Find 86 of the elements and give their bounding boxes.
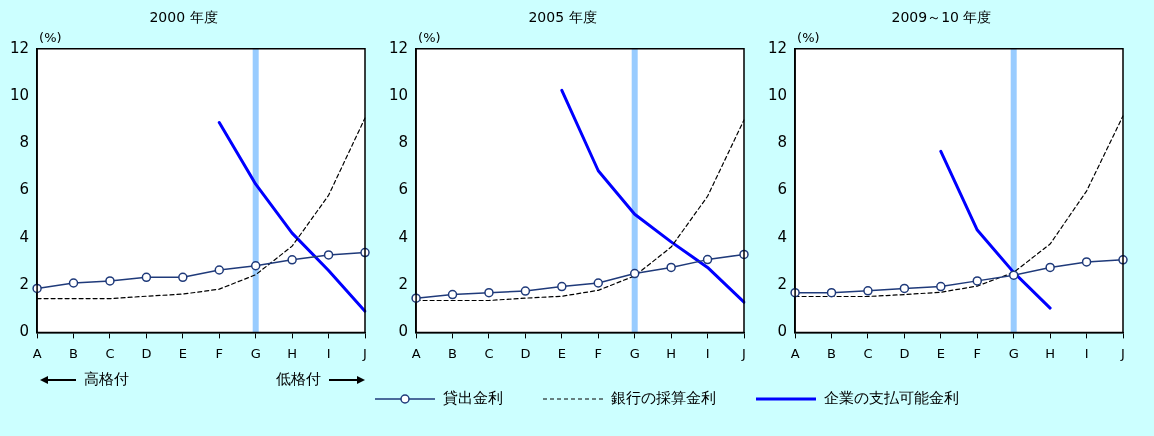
x-tick-label: C	[105, 345, 115, 361]
point	[447, 289, 458, 300]
x-tick-label: G	[250, 345, 261, 361]
x-tick-label: A	[32, 345, 42, 361]
point	[250, 261, 261, 271]
x-tick-label: J	[362, 345, 367, 361]
x-tick-label: D	[520, 345, 531, 361]
x-tick-label: E	[178, 345, 187, 361]
point	[899, 283, 910, 294]
y-tick-label: 6	[398, 180, 409, 199]
y-axis-title: (%)	[418, 29, 441, 45]
y-tick-label: 8	[19, 133, 30, 152]
y-tick-label: 2	[19, 275, 30, 294]
y-tick-label: 12	[388, 38, 409, 57]
x-tick-label: F	[973, 345, 981, 361]
text: 高格付	[84, 370, 129, 389]
y-tick-label: 4	[19, 227, 30, 246]
x-tick-label: A	[790, 345, 800, 361]
y-tick-label: 8	[777, 133, 788, 152]
x-tick-label: E	[936, 345, 945, 361]
y-axis-title: (%)	[39, 29, 62, 45]
point	[484, 287, 494, 298]
point	[972, 276, 983, 286]
y-tick-label: 10	[388, 85, 409, 104]
y-tick-label: 0	[19, 322, 30, 341]
x-tick-label: F	[215, 345, 223, 361]
point	[1081, 257, 1092, 267]
x-tick-label: A	[411, 345, 421, 361]
x-tick-label: G	[1008, 345, 1019, 361]
point	[68, 278, 79, 288]
point	[214, 265, 225, 275]
x-tick-label: J	[1120, 345, 1125, 361]
x-tick-label: H	[1045, 345, 1056, 361]
y-tick-label: 8	[398, 133, 409, 152]
y-tick-label: 4	[777, 227, 788, 246]
point	[105, 276, 115, 286]
x-tick-label: C	[484, 345, 494, 361]
legend-label: 銀行の採算金利	[611, 389, 716, 408]
x-tick-label: G	[629, 345, 640, 361]
legend-label: 企業の支払可能金利	[824, 389, 959, 408]
point	[178, 272, 188, 283]
x-tick-label: D	[141, 345, 152, 361]
x-tick-label: J	[741, 345, 746, 361]
point	[593, 278, 604, 288]
x-tick-label: D	[899, 345, 910, 361]
y-tick-label: 2	[777, 275, 788, 294]
x-tick-label: B	[448, 345, 457, 361]
point	[702, 254, 713, 265]
point	[557, 281, 567, 292]
point	[287, 255, 297, 265]
text: 低格付	[276, 370, 321, 389]
point	[666, 262, 676, 273]
y-tick-label: 6	[19, 180, 30, 199]
x-tick-label: I	[705, 345, 710, 361]
x-tick-label: B	[827, 345, 836, 361]
x-tick-label: I	[1084, 345, 1089, 361]
y-tick-label: 4	[398, 227, 409, 246]
x-tick-label: I	[326, 345, 331, 361]
point	[863, 286, 873, 296]
y-tick-label: 10	[9, 85, 30, 104]
point	[936, 281, 946, 292]
point	[1045, 262, 1055, 273]
x-tick-label: F	[594, 345, 602, 361]
x-tick-label: E	[557, 345, 566, 361]
x-tick-label: B	[69, 345, 78, 361]
point	[141, 272, 152, 283]
x-tick-label: H	[666, 345, 677, 361]
legend-label: 貸出金利	[443, 389, 503, 408]
y-tick-label: 12	[9, 38, 30, 57]
x-tick-label: H	[287, 345, 298, 361]
chart-title: 2000 年度	[149, 9, 218, 26]
y-tick-label: 10	[767, 85, 788, 104]
point	[1008, 270, 1019, 280]
y-tick-label: 0	[777, 322, 788, 341]
x-tick-label: C	[863, 345, 873, 361]
y-tick-label: 12	[767, 38, 788, 57]
y-tick-label: 6	[777, 180, 788, 199]
point	[826, 287, 837, 298]
y-tick-label: 2	[398, 275, 409, 294]
y-axis-title: (%)	[797, 29, 820, 45]
point	[323, 250, 334, 260]
point	[629, 268, 640, 279]
y-tick-label: 0	[398, 322, 409, 341]
point	[520, 286, 531, 296]
chart-title: 2005 年度	[528, 9, 597, 26]
chart-title: 2009～10 年度	[891, 9, 992, 26]
